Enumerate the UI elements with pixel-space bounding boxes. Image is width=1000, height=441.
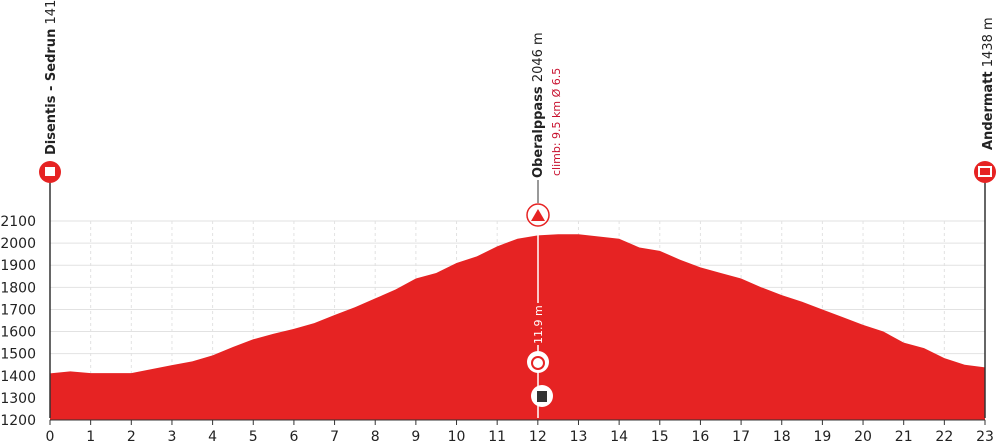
- x-tick-label: 9: [411, 429, 420, 441]
- x-tick-label: 7: [330, 429, 339, 441]
- start-name: Disentis - Sedrun: [44, 29, 59, 155]
- profile: [50, 234, 985, 420]
- start-elevation: 1411m: [44, 0, 59, 25]
- y-tick-label: 2000: [0, 236, 36, 252]
- y-tick-label: 1400: [0, 369, 36, 385]
- x-tick-label: 4: [208, 429, 217, 441]
- x-tick-label: 1: [86, 429, 95, 441]
- x-tick-label: 5: [249, 429, 258, 441]
- x-tick-label: 18: [773, 429, 791, 441]
- x-tick-label: 21: [895, 429, 913, 441]
- mountain-glyph: [531, 209, 545, 221]
- x-tick-label: 6: [289, 429, 298, 441]
- elevation-area: [50, 234, 985, 420]
- climb-label: climb: 9.5 km Ø 6.5: [550, 68, 563, 176]
- y-tick-label: 1200: [0, 413, 36, 429]
- x-tick-label: 14: [610, 429, 628, 441]
- x-tick-label: 20: [854, 429, 872, 441]
- x-tick-label: 11: [488, 429, 506, 441]
- y-tick-label: 1700: [0, 302, 36, 318]
- summit-elevation: 2046 m: [531, 32, 546, 82]
- x-tick-label: 19: [813, 429, 831, 441]
- x-tick-label: 2: [127, 429, 136, 441]
- x-tick-label: 13: [570, 429, 588, 441]
- y-tick-label: 1900: [0, 258, 36, 274]
- start-label: Disentis - Sedrun 1411m: [44, 0, 59, 155]
- finish-icon: [974, 161, 996, 183]
- marker-bg: [532, 303, 544, 345]
- timer-icon: [527, 351, 549, 373]
- y-tick-label: 1500: [0, 347, 36, 363]
- x-tick-label: 12: [529, 429, 547, 441]
- finish-elevation: 1438 m: [981, 17, 996, 67]
- y-tick-label: 2100: [0, 214, 36, 230]
- x-tick-label: 23: [976, 429, 994, 441]
- x-tick-label: 0: [46, 429, 55, 441]
- finish-label: Andermatt 1438 m: [981, 17, 996, 150]
- summit-name: Oberalppass: [531, 86, 546, 178]
- x-tick-label: 16: [692, 429, 710, 441]
- x-tick-label: 17: [732, 429, 750, 441]
- km-marker-label: 11.9 m: [532, 305, 545, 344]
- summit-label: Oberalppass 2046 m: [531, 32, 546, 178]
- start-flag: [45, 167, 55, 176]
- x-tick-label: 22: [935, 429, 953, 441]
- finish-glyph: [978, 166, 992, 177]
- timer-glyph: [531, 356, 545, 370]
- finish-name: Andermatt: [981, 71, 996, 150]
- x-tick-label: 10: [448, 429, 466, 441]
- bin-glyph: [537, 391, 547, 402]
- axes: 1200130014001500160017001800190020002100…: [0, 214, 994, 441]
- y-tick-label: 1600: [0, 325, 36, 341]
- x-tick-label: 8: [371, 429, 380, 441]
- x-tick-label: 3: [167, 429, 176, 441]
- y-tick-label: 1800: [0, 280, 36, 296]
- x-tick-label: 15: [651, 429, 669, 441]
- y-tick-label: 1300: [0, 391, 36, 407]
